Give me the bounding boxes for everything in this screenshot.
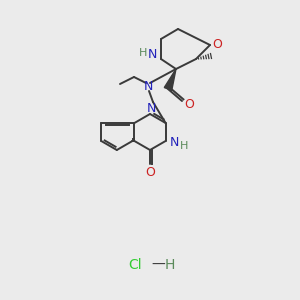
Text: O: O [184,98,194,110]
Text: Cl: Cl [128,258,142,272]
Polygon shape [164,69,176,91]
Text: O: O [212,38,222,50]
Text: H: H [139,48,147,58]
Text: O: O [145,166,155,178]
Text: N: N [147,49,157,62]
Text: —: — [151,258,165,272]
Text: N: N [170,136,179,148]
Text: N: N [146,103,156,116]
Text: N: N [143,80,153,94]
Text: H: H [165,258,175,272]
Text: H: H [179,141,188,151]
